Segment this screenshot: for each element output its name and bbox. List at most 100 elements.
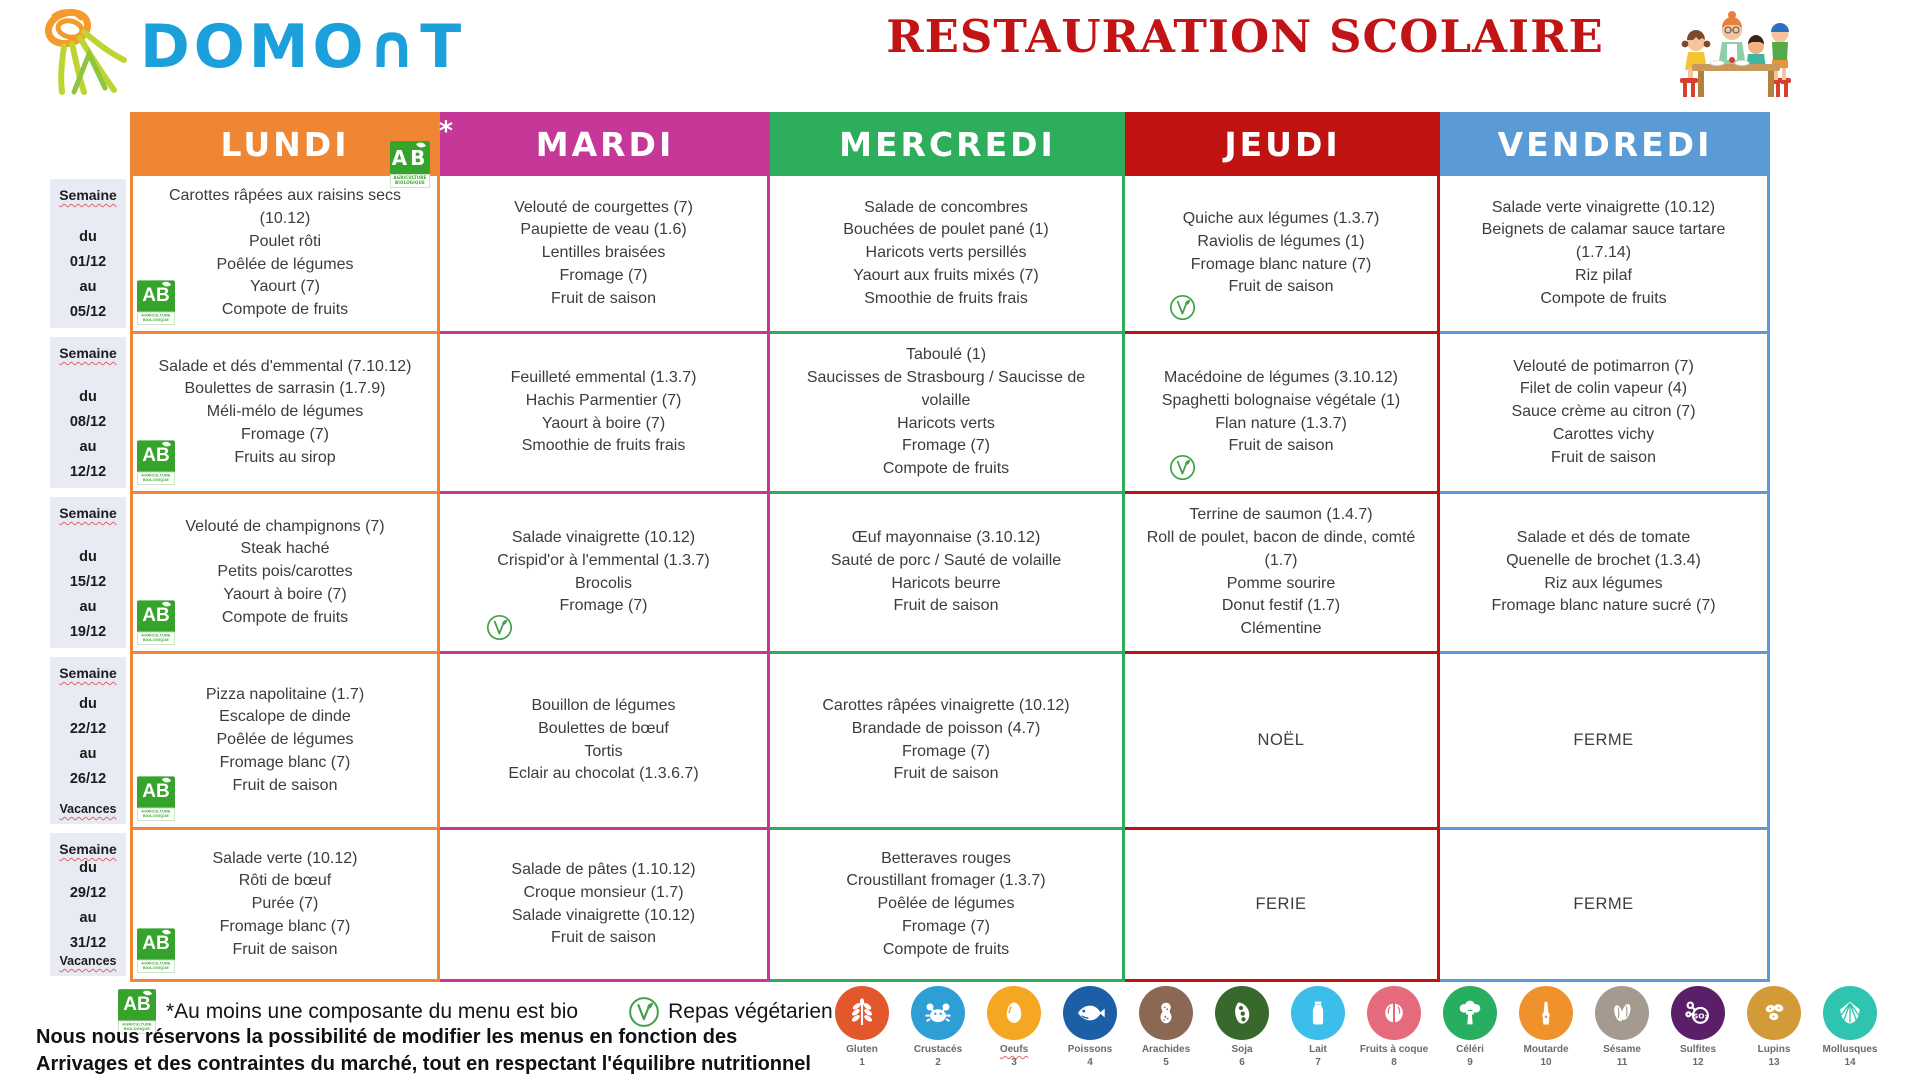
ab-strip-text: BIOLOGIQUE: [142, 637, 170, 643]
table-corner: [50, 112, 130, 176]
day-header-vendredi: VENDREDI: [1440, 112, 1770, 176]
allergen-peanut: Arachides 5: [1128, 986, 1204, 1068]
fish-icon: [1063, 986, 1117, 1040]
week-date: 26/12: [69, 771, 107, 787]
menu-item: Riz aux légumes: [1544, 574, 1663, 592]
week-label: Semaine du 08/12 au 12/12: [50, 337, 126, 488]
allergen-number: 9: [1467, 1056, 1473, 1068]
ab-box: AB: [118, 988, 156, 1021]
weekly-menu-table: LUNDI AB AGRICULTURE BIOLOGIQUE * MARDI MERCRE…: [50, 112, 1770, 982]
day-label: MERCREDI: [839, 124, 1056, 164]
menu-item: Macédoine de légumes (3.10.12): [1164, 369, 1398, 387]
disclaimer-line: Nous nous réservons la possibilité de mo…: [36, 1026, 738, 1048]
allergen-number: 2: [935, 1056, 941, 1068]
menu-item: Donut festif (1.7): [1221, 597, 1341, 615]
menu-item: Velouté de courgettes (7): [514, 198, 693, 216]
nut-icon: [1367, 986, 1421, 1040]
closed-label: FERME: [1573, 730, 1634, 749]
week-dates: du 15/12 au 19/12: [70, 549, 106, 640]
menu-item: Smoothie de fruits frais: [521, 437, 686, 455]
menu-cell-lundi-week5: Salade verte (10.12) Rôti de bœuf Purée (7…: [130, 830, 440, 982]
allergen-number: 13: [1768, 1056, 1780, 1068]
menu-item: Fromage (7): [559, 597, 648, 615]
allergen-sesame: Sésame 11: [1584, 986, 1660, 1068]
wheat-icon: [835, 986, 889, 1040]
menu-item: Terrine de saumon (1.4.7): [1189, 506, 1373, 524]
menu-item: Carottes râpées aux raisins secs (10.12): [168, 187, 402, 228]
ab-strip-text: BIOLOGIQUE: [142, 317, 170, 323]
allergen-number: 14: [1844, 1056, 1856, 1068]
menu-cell-mercredi-week1: Salade de concombres Bouchées de poulet p…: [770, 176, 1125, 334]
ab-strip: AGRICULTURE BIOLOGIQUE: [118, 1020, 156, 1034]
menu-item: Beignets de calamar sauce tartare (1.7.1…: [1481, 221, 1726, 262]
menu-item: Escalope de dinde: [219, 708, 351, 726]
allergen-number: 7: [1315, 1056, 1321, 1068]
header-ab-slot: AB AGRICULTURE BIOLOGIQUE: [390, 140, 430, 192]
week-date: au: [79, 279, 97, 295]
menu-item: Haricots beurre: [891, 574, 1001, 592]
allergen-name: Céléri: [1456, 1044, 1484, 1055]
closed-label: NOËL: [1257, 730, 1305, 749]
week-date: 01/12: [69, 254, 107, 270]
menu-cell-vendredi-week5: FERME: [1440, 830, 1770, 982]
menu-item: Roll de poulet, bacon de dinde, comté (1…: [1146, 529, 1416, 569]
crab-icon: [911, 986, 965, 1040]
ab-bio-logo: AB AGRICULTURE BIOLOGIQUE: [137, 280, 175, 325]
week-date: 29/12: [69, 885, 107, 901]
menu-item: Compote de fruits: [221, 608, 349, 626]
week-vacances: Vacances: [59, 954, 117, 968]
menu-item: Pomme sourire: [1226, 574, 1336, 592]
ab-bio-logo: AB AGRICULTURE BIOLOGIQUE: [137, 928, 175, 973]
menu-item: Fromage (7): [240, 425, 330, 443]
week-label: Semaine du 01/12 au 05/12: [50, 179, 126, 328]
ab-strip-text: AGRICULTURE: [141, 633, 171, 638]
menu-item: Eclair au chocolat (1.3.6.7): [508, 765, 699, 783]
bio-asterisk: *: [438, 116, 456, 147]
ab-letters: AB: [142, 933, 170, 955]
week-date: au: [79, 746, 97, 762]
menu-item: Poêlée de légumes: [216, 255, 354, 273]
week-label: Semaine du 29/12 au 31/12 Vacances: [50, 833, 126, 976]
menu-item: Taboulé (1): [905, 346, 987, 364]
menu-item: Poêlée de légumes: [877, 895, 1015, 913]
celery-icon: [1443, 986, 1497, 1040]
disclaimer-line: Arrivages et des contraintes du marché, …: [36, 1053, 811, 1075]
week-dates: du 08/12 au 12/12: [70, 389, 106, 480]
menu-item: Sauté de porc / Sauté de volaille: [830, 551, 1062, 569]
menu-item: Fruit de saison: [893, 597, 999, 615]
hand-plant-logo-icon: [34, 2, 152, 103]
ab-box: AB: [137, 280, 175, 313]
ab-box: AB: [137, 928, 175, 961]
logo-wordmark: DOMO∩T: [140, 12, 466, 82]
allergen-mustard: Moutarde 10: [1508, 986, 1584, 1068]
shell-icon: [1823, 986, 1877, 1040]
menu-item: Haricots verts persillés: [865, 244, 1027, 262]
allergen-sulfites: SO₂ Sulfites 12: [1660, 986, 1736, 1068]
allergen-egg: Oeufs 3: [976, 986, 1052, 1068]
allergen-fish: Poissons 4: [1052, 986, 1128, 1068]
menu-item: Quenelle de brochet (1.3.4): [1506, 551, 1701, 569]
menu-item: Salade et dés d'emmental (7.10.12): [158, 357, 412, 375]
menu-item: Velouté de champignons (7): [185, 517, 385, 535]
allergen-shell: Mollusques 14: [1812, 986, 1888, 1068]
bio-veg-legend: AB AGRICULTURE BIOLOGIQUE *Au moins une co…: [118, 988, 833, 1037]
menu-cell-vendredi-week2: Velouté de potimarron (7) Filet de colin …: [1440, 334, 1770, 494]
allergen-number: 3: [1011, 1056, 1017, 1068]
day-label: JEUDI: [1224, 124, 1341, 164]
menu-cell-lundi-week3: Velouté de champignons (7) Steak haché Pet…: [130, 494, 440, 654]
menu-item: Filet de colin vapeur (4): [1519, 380, 1688, 398]
menu-item: Fromage blanc (7): [219, 917, 351, 935]
menu-item: Smoothie de fruits frais: [864, 289, 1028, 307]
ab-letters: AB: [391, 145, 429, 170]
menu-cell-mercredi-week5: Betteraves rouges Croustillant fromager (…: [770, 830, 1125, 982]
ab-letters: AB: [142, 781, 170, 803]
menu-item: Fromage blanc nature sucré (7): [1491, 597, 1716, 615]
week-semaine: Semaine: [59, 665, 117, 681]
vegetarian-icon: [1169, 454, 1196, 481]
menu-item: Croque monsieur (1.7): [523, 883, 684, 901]
menu-cell-jeudi-week1: Quiche aux légumes (1.3.7) Raviolis de lé…: [1125, 176, 1440, 334]
menu-item: Brandade de poisson (4.7): [851, 719, 1041, 737]
ab-strip-text: BIOLOGIQUE: [142, 813, 170, 819]
menu-item: Sauce crème au citron (7): [1511, 403, 1696, 421]
menu-cell-mardi-week5: Salade de pâtes (1.10.12) Croque monsieur…: [440, 830, 770, 982]
